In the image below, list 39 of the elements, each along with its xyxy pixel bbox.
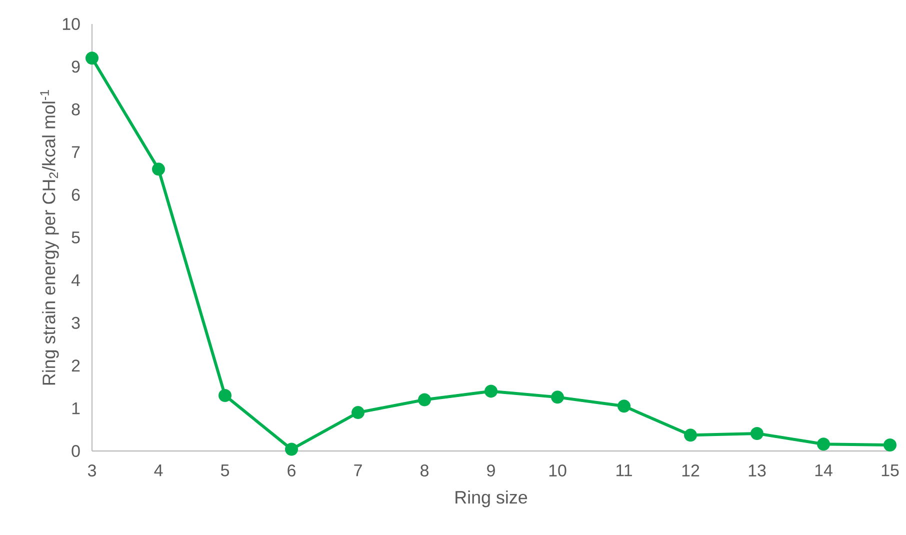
y-tick-label: 1 xyxy=(72,402,80,414)
x-tick-label: 9 xyxy=(487,464,495,477)
point xyxy=(285,442,298,456)
x-tick-label: 7 xyxy=(354,464,362,476)
x-tick-label: 5 xyxy=(220,464,229,476)
point xyxy=(551,390,564,404)
y-tick-label: 3 xyxy=(72,316,80,329)
y-tick-label: 9 xyxy=(72,60,80,73)
y-tick-label: 10 xyxy=(62,18,80,30)
y-tick-label: 7 xyxy=(72,146,80,158)
point xyxy=(352,406,365,420)
x-tick-label: 12 xyxy=(682,464,700,476)
point xyxy=(218,388,232,402)
y-tick-label: 6 xyxy=(72,188,80,201)
point xyxy=(750,426,764,440)
point xyxy=(817,438,830,451)
y-axis-title: Ring strain energy per CH$_{2}$/kcal mol$^{-1}$ xyxy=(40,90,59,385)
y-tick-label: 8 xyxy=(72,103,80,116)
y-tick-label: 0 xyxy=(72,444,80,457)
x-tick-label: 15 xyxy=(882,464,899,476)
x-tick-label: 6 xyxy=(288,464,296,477)
point xyxy=(884,438,897,452)
x-tick-label: 14 xyxy=(815,464,832,476)
point xyxy=(418,393,432,406)
point xyxy=(618,400,631,413)
y-tick-label: 2 xyxy=(72,360,80,372)
y-tick-label: 4 xyxy=(71,274,80,286)
point xyxy=(684,428,698,442)
point xyxy=(86,52,99,65)
x-axis-title: Ring size xyxy=(456,490,528,508)
x-tick-label: 13 xyxy=(748,464,766,477)
x-tick-label: 3 xyxy=(88,464,96,477)
point xyxy=(152,162,166,176)
x-tick-label: 4 xyxy=(154,464,163,476)
point xyxy=(484,384,498,398)
y-tick-label: 5 xyxy=(72,232,80,244)
x-tick-label: 10 xyxy=(549,464,566,477)
x-tick-label: 11 xyxy=(616,464,632,476)
x-tick-label: 8 xyxy=(420,464,428,477)
